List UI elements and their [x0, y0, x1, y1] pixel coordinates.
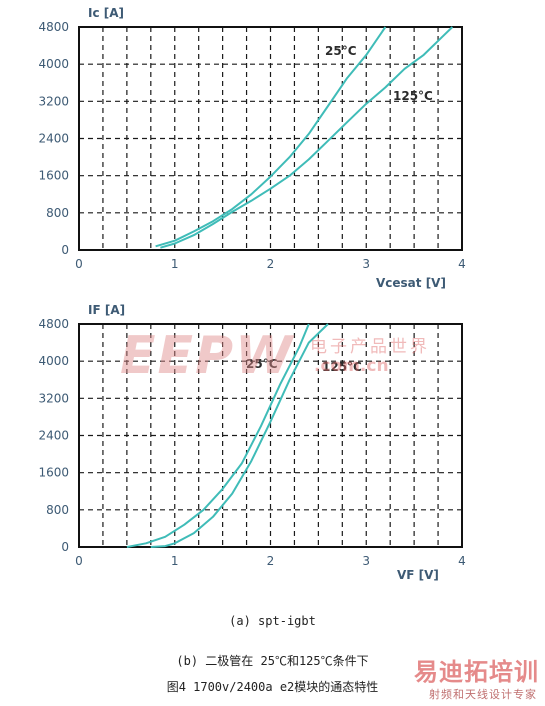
plot-frame — [78, 26, 463, 251]
y-tick-label: 1600 — [38, 466, 69, 480]
x-tick-label: 1 — [171, 554, 179, 568]
series-label-25c: 25°C — [325, 44, 357, 58]
caption-b: (b) 二极管在 25℃和125℃条件下 — [176, 654, 369, 668]
y-tick-label: 4000 — [38, 354, 69, 368]
x-tick-label: 4 — [458, 257, 466, 271]
series-line-125c — [150, 323, 329, 548]
chart-ic-vcesat: 0 800 1600 2400 3200 4000 4800 0 1 2 3 4 Ic [A] Vcesa… — [38, 6, 465, 290]
series-line-25c — [126, 323, 310, 548]
y-tick-label: 800 — [46, 503, 69, 517]
y-tick-label: 0 — [61, 540, 69, 554]
watermark-cn-text: 电子产品世界 — [310, 337, 430, 357]
y-tick-label: 4800 — [38, 317, 69, 331]
series-label-25c: 25°C — [246, 357, 278, 371]
x-axis-title: VF [V] — [397, 568, 439, 582]
x-tick-label: 2 — [267, 257, 275, 271]
series-line-25c — [155, 26, 387, 248]
chart-if-vf: 0 800 1600 2400 3200 4000 4800 0 1 2 3 4 IF [A] VF [V… — [38, 303, 465, 582]
y-tick-label: 3200 — [38, 94, 69, 108]
x-tick-label: 0 — [75, 257, 83, 271]
x-tick-label: 2 — [267, 554, 275, 568]
y-tick-label: 2400 — [38, 429, 69, 443]
y-axis-title: Ic [A] — [88, 6, 124, 20]
y-tick-label: 4000 — [38, 57, 69, 71]
series-line-125c — [160, 26, 454, 249]
series-label-125c: 125°C — [393, 89, 433, 103]
plot-frame — [78, 323, 463, 548]
y-tick-label: 2400 — [38, 132, 69, 146]
brand-logo-text: 易迪拓培训 — [414, 658, 539, 686]
series-label-125c: 125°C — [322, 360, 362, 374]
brand-logo-subtitle: 射频和天线设计专家 — [429, 688, 537, 701]
y-tick-label: 0 — [61, 243, 69, 257]
x-tick-label: 1 — [171, 257, 179, 271]
watermark-logo: EEPW — [120, 326, 295, 386]
x-tick-label: 3 — [362, 554, 370, 568]
y-tick-label: 800 — [46, 206, 69, 220]
watermark-url: .com.cn — [314, 356, 389, 376]
y-tick-label: 4800 — [38, 20, 69, 34]
x-tick-label: 0 — [75, 554, 83, 568]
caption-a: (a) spt-igbt — [229, 614, 316, 628]
figure-caption: 图4 1700v/2400a e2模块的通态特性 — [166, 680, 379, 694]
x-axis-title: Vcesat [V] — [376, 276, 446, 290]
x-tick-label: 4 — [458, 554, 466, 568]
x-tick-label: 3 — [362, 257, 370, 271]
y-axis-title: IF [A] — [88, 303, 125, 317]
y-tick-label: 1600 — [38, 169, 69, 183]
y-tick-label: 3200 — [38, 391, 69, 405]
